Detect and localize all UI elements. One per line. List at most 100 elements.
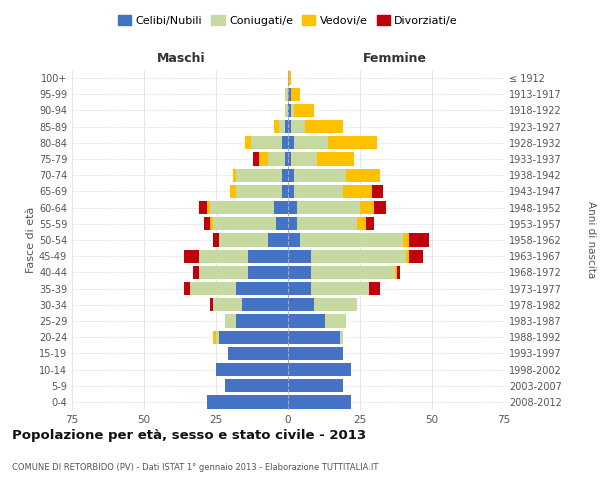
Bar (294, 136, 328, 149)
Bar (288, 379, 343, 392)
Bar (397, 266, 400, 279)
Bar (248, 266, 288, 279)
Bar (199, 201, 208, 214)
Bar (288, 152, 291, 166)
Bar (282, 168, 288, 182)
Bar (245, 136, 251, 149)
Text: Anni di nascita: Anni di nascita (586, 202, 596, 278)
Bar (288, 396, 352, 408)
Bar (216, 363, 288, 376)
Bar (288, 330, 340, 344)
Bar (282, 185, 288, 198)
Text: Femmine: Femmine (362, 52, 427, 65)
Bar (317, 152, 354, 166)
Bar (291, 88, 299, 101)
Bar (360, 201, 374, 214)
Bar (199, 250, 248, 263)
Bar (288, 346, 343, 360)
Bar (248, 250, 288, 263)
Y-axis label: Fasce di età: Fasce di età (26, 207, 36, 273)
Bar (282, 136, 288, 149)
Bar (288, 185, 294, 198)
Bar (277, 217, 288, 230)
Bar (190, 282, 236, 295)
Bar (236, 282, 288, 295)
Bar (409, 250, 424, 263)
Bar (288, 314, 325, 328)
Bar (346, 168, 380, 182)
Bar (296, 201, 360, 214)
Bar (340, 330, 343, 344)
Bar (288, 363, 352, 376)
Bar (213, 298, 242, 312)
Bar (208, 396, 288, 408)
Bar (328, 136, 377, 149)
Bar (184, 250, 199, 263)
Bar (259, 152, 268, 166)
Bar (288, 104, 291, 117)
Bar (357, 217, 366, 230)
Bar (224, 314, 236, 328)
Bar (366, 217, 374, 230)
Bar (288, 88, 291, 101)
Bar (210, 217, 213, 230)
Bar (242, 298, 288, 312)
Bar (288, 136, 294, 149)
Bar (288, 72, 291, 85)
Bar (236, 185, 282, 198)
Bar (311, 282, 368, 295)
Bar (219, 234, 268, 246)
Bar (371, 185, 383, 198)
Text: Popolazione per età, sesso e stato civile - 2013: Popolazione per età, sesso e stato civil… (12, 430, 366, 442)
Bar (374, 201, 386, 214)
Bar (288, 266, 311, 279)
Bar (288, 250, 311, 263)
Bar (409, 234, 429, 246)
Bar (285, 120, 288, 134)
Bar (251, 136, 282, 149)
Bar (294, 104, 314, 117)
Bar (288, 168, 294, 182)
Bar (268, 152, 285, 166)
Bar (325, 314, 346, 328)
Bar (288, 234, 299, 246)
Text: Maschi: Maschi (157, 52, 206, 65)
Bar (368, 282, 380, 295)
Bar (268, 234, 288, 246)
Bar (291, 104, 294, 117)
Bar (288, 282, 311, 295)
Bar (216, 330, 219, 344)
Bar (213, 217, 277, 230)
Bar (291, 120, 305, 134)
Bar (280, 120, 285, 134)
Bar (294, 168, 346, 182)
Bar (288, 120, 291, 134)
Bar (210, 298, 213, 312)
Bar (305, 120, 343, 134)
Bar (288, 217, 296, 230)
Bar (227, 346, 288, 360)
Bar (236, 168, 282, 182)
Bar (288, 201, 296, 214)
Bar (299, 234, 403, 246)
Bar (233, 168, 236, 182)
Bar (291, 152, 317, 166)
Bar (213, 234, 219, 246)
Bar (294, 185, 343, 198)
Bar (199, 266, 248, 279)
Bar (285, 104, 288, 117)
Bar (285, 152, 288, 166)
Bar (193, 266, 199, 279)
Bar (274, 120, 280, 134)
Bar (253, 152, 259, 166)
Bar (288, 298, 314, 312)
Bar (208, 201, 210, 214)
Bar (236, 314, 288, 328)
Bar (314, 298, 357, 312)
Bar (395, 266, 397, 279)
Bar (213, 330, 216, 344)
Bar (296, 217, 357, 230)
Bar (406, 250, 409, 263)
Bar (343, 185, 371, 198)
Bar (219, 330, 288, 344)
